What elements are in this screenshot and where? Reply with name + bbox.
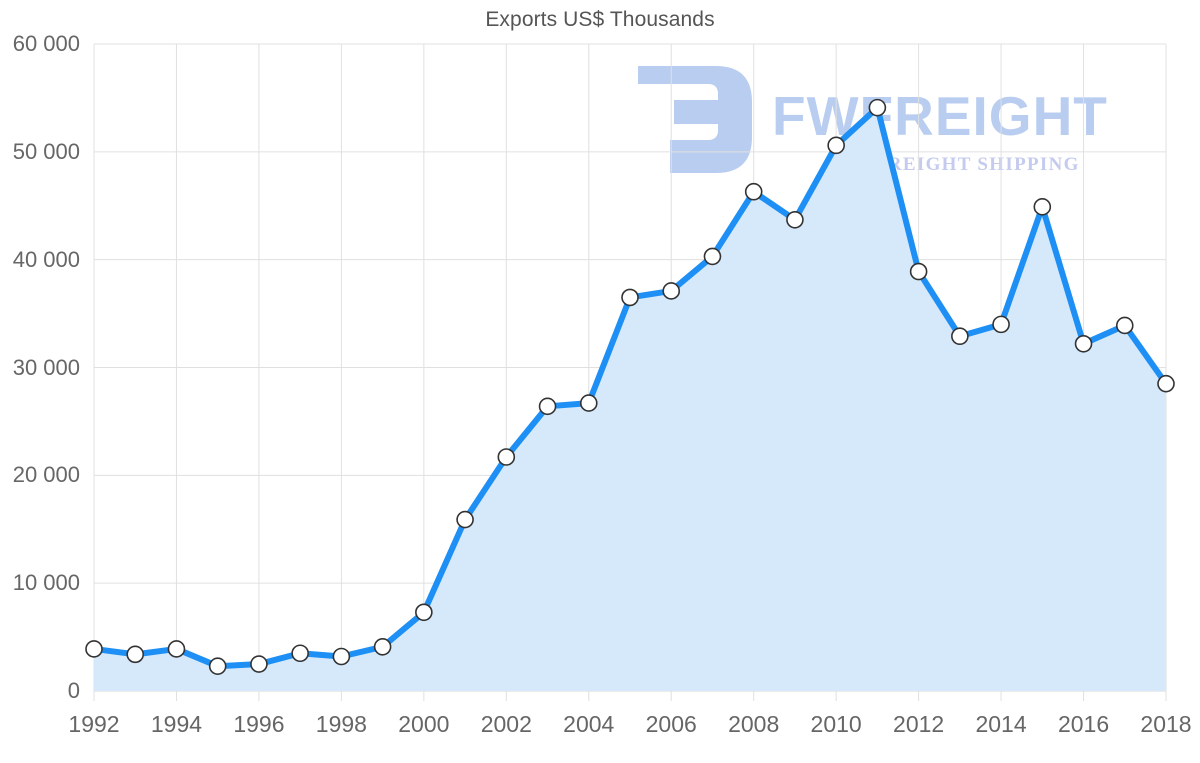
x-axis-tick-label: 2002	[480, 711, 532, 737]
x-axis-tick-label: 2000	[398, 711, 450, 737]
y-axis-tick-label: 30 000	[12, 354, 80, 380]
x-axis-tick-label: 2018	[1140, 711, 1192, 737]
y-axis-tick-label: 50 000	[12, 138, 80, 164]
data-point-marker: 2010: 50600	[827, 136, 845, 155]
data-point-markers: 1992: 3900 1993: 3400 1994: 3900 1995: 2300…	[85, 98, 1175, 676]
x-axis-tick-label: 2008	[728, 711, 780, 737]
data-point-marker: 1998: 3200	[332, 647, 351, 666]
y-axis-tick-label: 0	[67, 678, 80, 703]
data-point-marker: 2011: 54100	[868, 98, 887, 117]
x-axis-tick-label: 1994	[150, 711, 203, 737]
data-point-marker: 1997: 3500	[291, 644, 309, 663]
x-axis-tick-label: 1992	[68, 711, 120, 737]
data-point-marker: 1995: 2300	[208, 657, 227, 676]
area-fill	[94, 107, 1166, 692]
x-axis-tick-label: 1996	[233, 711, 285, 737]
data-point-marker: 2013: 32900	[951, 327, 969, 346]
data-point-marker: 1992: 3900	[85, 640, 103, 658]
data-point-marker: 2016: 32200	[1074, 334, 1093, 353]
data-point-marker: 2012: 38900	[909, 262, 928, 281]
x-axis-tick-label: 2004	[563, 711, 615, 737]
x-axis-tick-label: 2012	[893, 711, 945, 737]
data-point-marker: 1993: 3400	[126, 645, 145, 664]
data-point-marker: 1996: 2500	[250, 655, 268, 673]
data-point-marker: 2000: 7300	[415, 603, 433, 622]
x-axis-tick-label: 2016	[1057, 711, 1110, 737]
x-axis-tick-label: 2006	[645, 711, 697, 737]
data-point-marker: 2009: 43700	[786, 210, 804, 229]
data-point-marker: 2001: 15900	[456, 510, 474, 529]
data-point-marker: 1994: 3900	[167, 640, 186, 658]
data-point-marker: 2018: 28500	[1157, 374, 1175, 393]
data-point-marker: 2003: 26400	[538, 397, 557, 416]
data-point-marker: 2007: 40300	[703, 247, 722, 266]
chart-title: Exports US$ Thousands	[485, 8, 715, 31]
x-axis-tick-label: 2010	[810, 711, 862, 737]
data-point-marker: 2014: 34000	[992, 315, 1010, 334]
y-axis-tick-label: 40 000	[12, 246, 80, 272]
data-point-marker: 2005: 36500	[621, 288, 639, 307]
data-point-marker: 2015: 44900	[1033, 198, 1052, 216]
data-point-marker: 2017: 33900	[1115, 316, 1134, 335]
x-axis-tick-label: 1998	[315, 711, 367, 737]
data-point-marker: 2008: 46300	[744, 182, 763, 201]
data-point-marker: 2004: 26700	[579, 394, 598, 412]
data-point-marker: 2002: 21700	[497, 448, 516, 466]
y-axis-tick-label: 10 000	[12, 570, 80, 596]
data-point-marker: 2006: 37100	[662, 282, 681, 300]
y-axis-tick-label: 60 000	[12, 31, 80, 56]
y-axis-tick-label: 20 000	[12, 462, 80, 488]
x-axis-tick-label: 2014	[975, 711, 1027, 737]
data-point-marker: 1999: 4100	[373, 637, 392, 656]
